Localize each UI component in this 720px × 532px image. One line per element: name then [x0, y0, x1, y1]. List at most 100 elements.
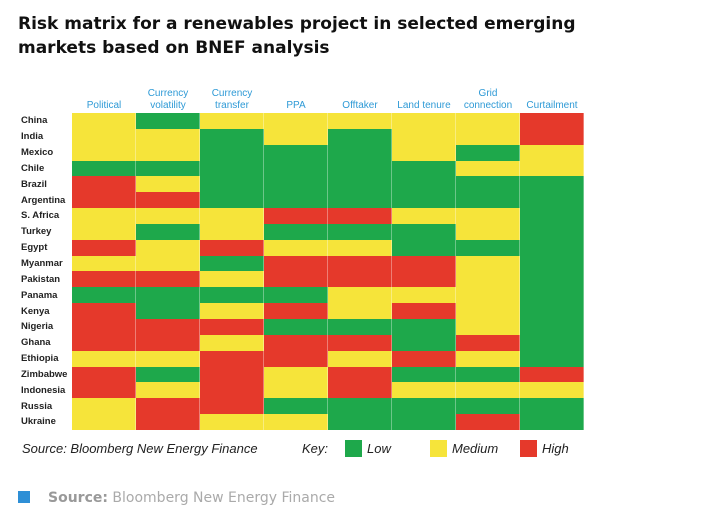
chart-title: Risk matrix for a renewables project in … [18, 14, 576, 58]
risk-cell [520, 128, 584, 145]
risk-cell [264, 382, 328, 399]
risk-cell [72, 239, 136, 256]
risk-cell [200, 303, 264, 319]
risk-cell [328, 414, 392, 430]
risk-cell [456, 382, 520, 399]
risk-cell [392, 144, 456, 161]
risk-cell [392, 398, 456, 415]
risk-cell [328, 192, 392, 209]
risk-cell [456, 271, 520, 288]
risk-cell [392, 160, 456, 177]
risk-cell [200, 382, 264, 399]
column-header: Curtailment [526, 100, 578, 111]
risk-cell [72, 192, 136, 209]
risk-cell [264, 271, 328, 288]
risk-cell [392, 318, 456, 335]
risk-cell [456, 350, 520, 367]
risk-cell [264, 318, 328, 335]
risk-cell [520, 287, 584, 304]
row-label: Chile [21, 162, 45, 174]
risk-cell [72, 318, 136, 335]
corner [20, 83, 72, 113]
legend-swatch [430, 440, 447, 457]
risk-cell [520, 176, 584, 193]
row-label: Zimbabwe [21, 368, 68, 380]
risk-cell [456, 398, 520, 415]
row-label: Pakistan [21, 273, 61, 285]
risk-cell [264, 113, 328, 129]
risk-cell [328, 223, 392, 240]
risk-cell [456, 192, 520, 209]
risk-cell [392, 303, 456, 319]
risk-cell [136, 113, 200, 129]
risk-cell [520, 318, 584, 335]
column-header: Political [86, 100, 122, 111]
legend-label: Low [367, 441, 391, 456]
risk-cell [392, 113, 456, 129]
risk-cell [136, 176, 200, 193]
risk-cell [520, 382, 584, 399]
risk-cell [328, 160, 392, 177]
risk-cell [136, 192, 200, 209]
footer-icon [18, 491, 30, 503]
risk-cell [392, 176, 456, 193]
risk-cell [136, 334, 200, 351]
row-label: Argentina [21, 194, 66, 206]
risk-cell [520, 255, 584, 272]
risk-cell [328, 303, 392, 319]
risk-cell [264, 192, 328, 209]
risk-cell [200, 255, 264, 272]
risk-cell [392, 239, 456, 256]
risk-cell [456, 208, 520, 224]
risk-cell [72, 160, 136, 177]
risk-cell [520, 223, 584, 240]
risk-cell [520, 303, 584, 319]
risk-cell [136, 350, 200, 367]
risk-cell [264, 398, 328, 415]
risk-cell [264, 239, 328, 256]
risk-cell [392, 208, 456, 224]
risk-cell [200, 334, 264, 351]
risk-cell [72, 271, 136, 288]
risk-cell [136, 318, 200, 335]
risk-cell [200, 350, 264, 367]
risk-cell [264, 144, 328, 161]
risk-cell [328, 334, 392, 351]
risk-cell [328, 113, 392, 129]
row-label: Ukraine [21, 416, 56, 428]
risk-cell [136, 223, 200, 240]
risk-cell [200, 208, 264, 224]
risk-cell [72, 113, 136, 129]
risk-cell [72, 144, 136, 161]
risk-cell [200, 113, 264, 129]
risk-cell [456, 160, 520, 177]
legend-swatch [345, 440, 362, 457]
legend: Source: Bloomberg New Energy Finance Key… [20, 433, 585, 463]
risk-cell [264, 287, 328, 304]
row-label: China [21, 115, 48, 127]
risk-cell [392, 366, 456, 383]
risk-cell [200, 239, 264, 256]
risk-cell [392, 192, 456, 209]
risk-cell [136, 414, 200, 430]
column-header: Currency transfer [211, 88, 253, 111]
risk-cell [200, 128, 264, 145]
risk-cell [200, 192, 264, 209]
risk-cell [520, 192, 584, 209]
risk-cell [72, 287, 136, 304]
matrix-panel: Political Currency volatility Currency tra… [20, 83, 585, 466]
risk-cell [328, 271, 392, 288]
risk-cell [136, 239, 200, 256]
risk-cell [264, 303, 328, 319]
row-label: Russia [21, 400, 53, 412]
risk-cell [392, 128, 456, 145]
risk-cell [264, 176, 328, 193]
risk-cell [136, 144, 200, 161]
risk-cell [456, 414, 520, 430]
risk-cell [520, 350, 584, 367]
row-label: Indonesia [21, 384, 66, 396]
risk-cell [520, 144, 584, 161]
column-header: PPA [286, 100, 306, 111]
legend-swatch [520, 440, 537, 457]
